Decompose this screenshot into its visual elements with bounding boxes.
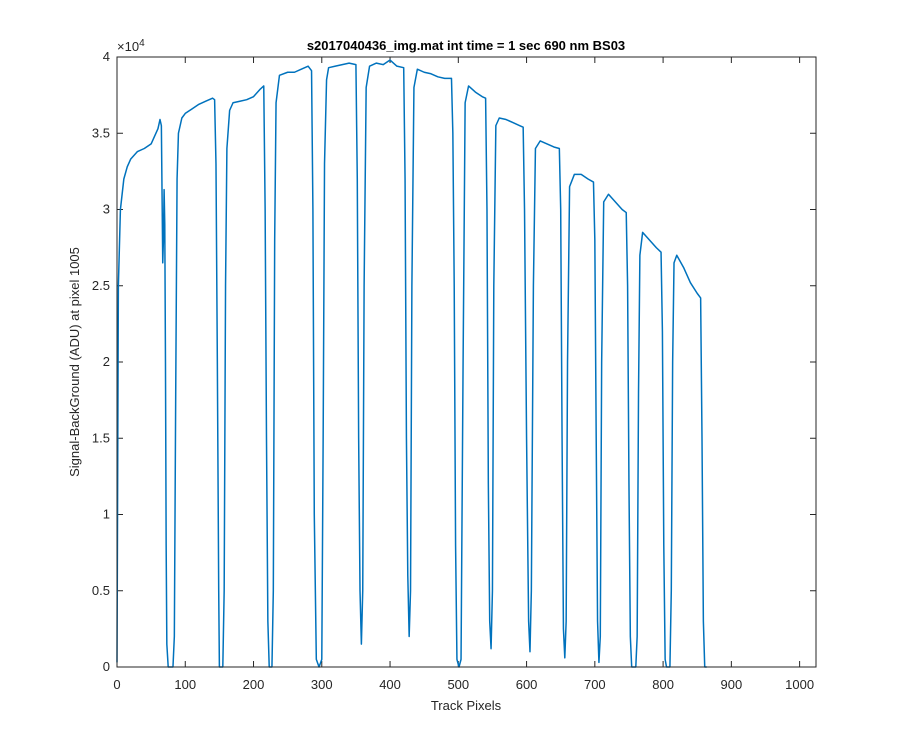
y-exponent-power: 4 [139,38,145,49]
y-tick-label: 0 [103,659,110,674]
y-tick-labels: 0 0.5 1 1.5 2 2.5 3 3.5 4 [92,49,110,674]
x-tick-label: 600 [516,677,538,692]
chart-title: s2017040436_img.mat int time = 1 sec 690… [307,38,625,53]
x-tick-label: 800 [652,677,674,692]
series-group [116,59,707,668]
x-tick-label: 0 [113,677,120,692]
y-axis-label: Signal-BackGround (ADU) at pixel 1005 [67,247,82,477]
x-tick-label: 300 [311,677,333,692]
x-tick-label: 500 [447,677,469,692]
x-axis-label: Track Pixels [431,698,502,713]
plot-frame [116,56,817,668]
y-tick-label: 2 [103,354,110,369]
x-tick-labels: 0 100 200 300 400 500 600 700 800 900 1000 [113,677,814,692]
x-tick-label: 1000 [785,677,814,692]
x-tick-label: 100 [174,677,196,692]
plot-area [117,57,816,667]
y-exponent-base: ×10 [117,39,139,54]
x-tick-label: 700 [584,677,606,692]
y-tick-label: 4 [103,49,110,64]
y-tick-label: 1.5 [92,430,110,445]
x-tick-label: 400 [379,677,401,692]
x-tick-label: 200 [243,677,265,692]
series-line [116,59,707,668]
y-tick-label: 3.5 [92,125,110,140]
y-tick-label: 0.5 [92,583,110,598]
y-tick-label: 3 [103,202,110,217]
y-exponent: ×104 [117,38,145,54]
x-tick-label: 900 [721,677,743,692]
y-tick-label: 2.5 [92,278,110,293]
y-tick-label: 1 [103,507,110,522]
